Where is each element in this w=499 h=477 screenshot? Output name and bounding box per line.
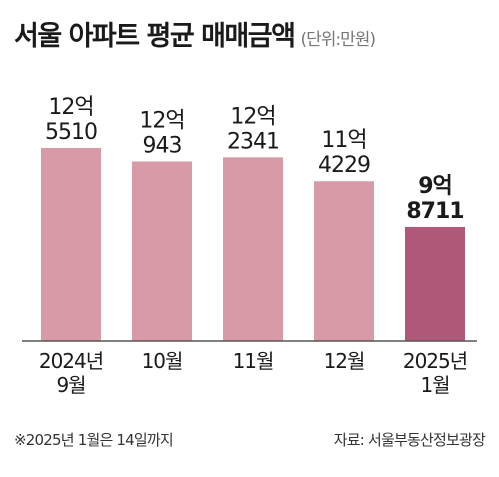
- value-label-4: 11억 4229: [318, 128, 370, 178]
- bar-1: [41, 148, 101, 341]
- value-label-1: 12억 5510: [45, 95, 97, 145]
- value-label-3: 12억 2341: [227, 104, 279, 154]
- bar-3: [223, 157, 283, 341]
- source-credit: 자료: 서울부동산정보광장: [333, 431, 486, 449]
- value-label-5: 9억 8711: [406, 174, 463, 224]
- bar-5: [405, 226, 465, 341]
- unit-label: (단위:만원): [300, 30, 376, 50]
- footnote: ※2025년 1월은 14일까지: [14, 431, 174, 449]
- category-label-3: 11월: [233, 349, 274, 373]
- category-label-1: 2024년 9월: [39, 349, 103, 397]
- chart-header: 서울 아파트 평균 매매금액 (단위:만원): [14, 14, 376, 53]
- bar-2: [132, 161, 192, 341]
- category-label-5: 2025년 1월: [403, 349, 467, 397]
- chart-title: 서울 아파트 평균 매매금액: [14, 21, 296, 52]
- bar-4: [314, 181, 374, 341]
- category-label-4: 12월: [324, 349, 365, 373]
- value-label-2: 12억 943: [139, 108, 184, 158]
- bar-chart: 12억 5510 2024년 9월 12억 943 10월 12억 2341 11월 11억 4229…: [22, 95, 477, 397]
- category-label-2: 10월: [142, 349, 183, 373]
